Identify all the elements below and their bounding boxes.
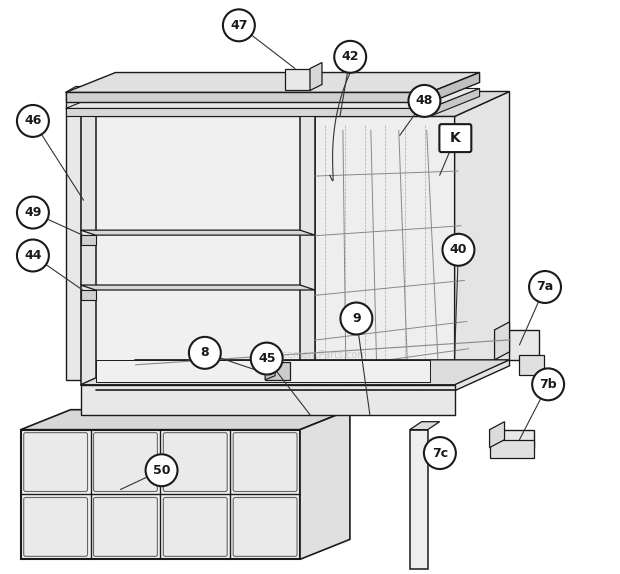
Polygon shape [66, 108, 430, 117]
Polygon shape [410, 422, 440, 430]
FancyBboxPatch shape [94, 433, 157, 491]
Polygon shape [315, 117, 454, 414]
Polygon shape [265, 358, 275, 380]
Polygon shape [91, 117, 430, 385]
Polygon shape [81, 360, 510, 385]
Polygon shape [300, 410, 350, 559]
Polygon shape [81, 117, 91, 385]
Polygon shape [265, 362, 290, 380]
Polygon shape [81, 385, 454, 414]
Polygon shape [490, 422, 505, 448]
Polygon shape [81, 117, 95, 385]
Polygon shape [81, 230, 315, 235]
Polygon shape [81, 110, 97, 117]
Polygon shape [490, 430, 534, 448]
FancyBboxPatch shape [94, 498, 157, 556]
Polygon shape [310, 63, 322, 91]
FancyBboxPatch shape [233, 433, 297, 491]
FancyBboxPatch shape [163, 433, 227, 491]
Text: K: K [450, 131, 461, 145]
Polygon shape [66, 72, 480, 92]
Polygon shape [81, 285, 315, 290]
Polygon shape [520, 355, 544, 375]
Text: 7c: 7c [432, 447, 448, 460]
Circle shape [17, 239, 49, 272]
Circle shape [340, 302, 373, 335]
Text: 7b: 7b [539, 378, 557, 391]
Text: 45: 45 [258, 352, 275, 365]
Polygon shape [495, 322, 510, 360]
Text: 7a: 7a [536, 281, 554, 293]
Text: 48: 48 [416, 94, 433, 107]
FancyBboxPatch shape [24, 433, 87, 491]
Text: 49: 49 [24, 206, 42, 219]
Polygon shape [20, 410, 350, 430]
Text: 50: 50 [153, 464, 171, 477]
Circle shape [334, 41, 366, 73]
Polygon shape [66, 92, 81, 380]
Polygon shape [454, 91, 510, 391]
FancyBboxPatch shape [24, 498, 87, 556]
Polygon shape [495, 330, 539, 360]
Text: 42: 42 [342, 51, 359, 63]
Polygon shape [81, 235, 95, 245]
Circle shape [17, 105, 49, 137]
Polygon shape [95, 360, 430, 382]
FancyBboxPatch shape [233, 498, 297, 556]
Polygon shape [66, 92, 430, 102]
FancyBboxPatch shape [163, 498, 227, 556]
Circle shape [443, 234, 474, 266]
Circle shape [424, 437, 456, 469]
Text: 9: 9 [352, 312, 361, 325]
FancyBboxPatch shape [440, 124, 471, 152]
Text: 47: 47 [230, 19, 247, 32]
Circle shape [250, 343, 283, 375]
Circle shape [17, 197, 49, 228]
Polygon shape [300, 117, 315, 385]
Circle shape [189, 337, 221, 369]
Polygon shape [285, 68, 310, 91]
Circle shape [532, 369, 564, 400]
Polygon shape [410, 430, 428, 569]
Polygon shape [66, 87, 91, 92]
Circle shape [146, 454, 177, 486]
Text: 44: 44 [24, 249, 42, 262]
Polygon shape [66, 88, 480, 108]
Polygon shape [315, 91, 510, 117]
Text: 40: 40 [450, 243, 467, 256]
Text: 8: 8 [200, 346, 209, 359]
Polygon shape [81, 290, 95, 300]
Circle shape [223, 9, 255, 41]
Circle shape [409, 85, 440, 117]
Polygon shape [490, 440, 534, 457]
Circle shape [529, 271, 561, 303]
Polygon shape [430, 88, 480, 117]
Polygon shape [430, 72, 480, 102]
Polygon shape [20, 430, 300, 559]
Text: ReplacementParts.com: ReplacementParts.com [254, 350, 366, 360]
Text: 46: 46 [24, 114, 42, 127]
